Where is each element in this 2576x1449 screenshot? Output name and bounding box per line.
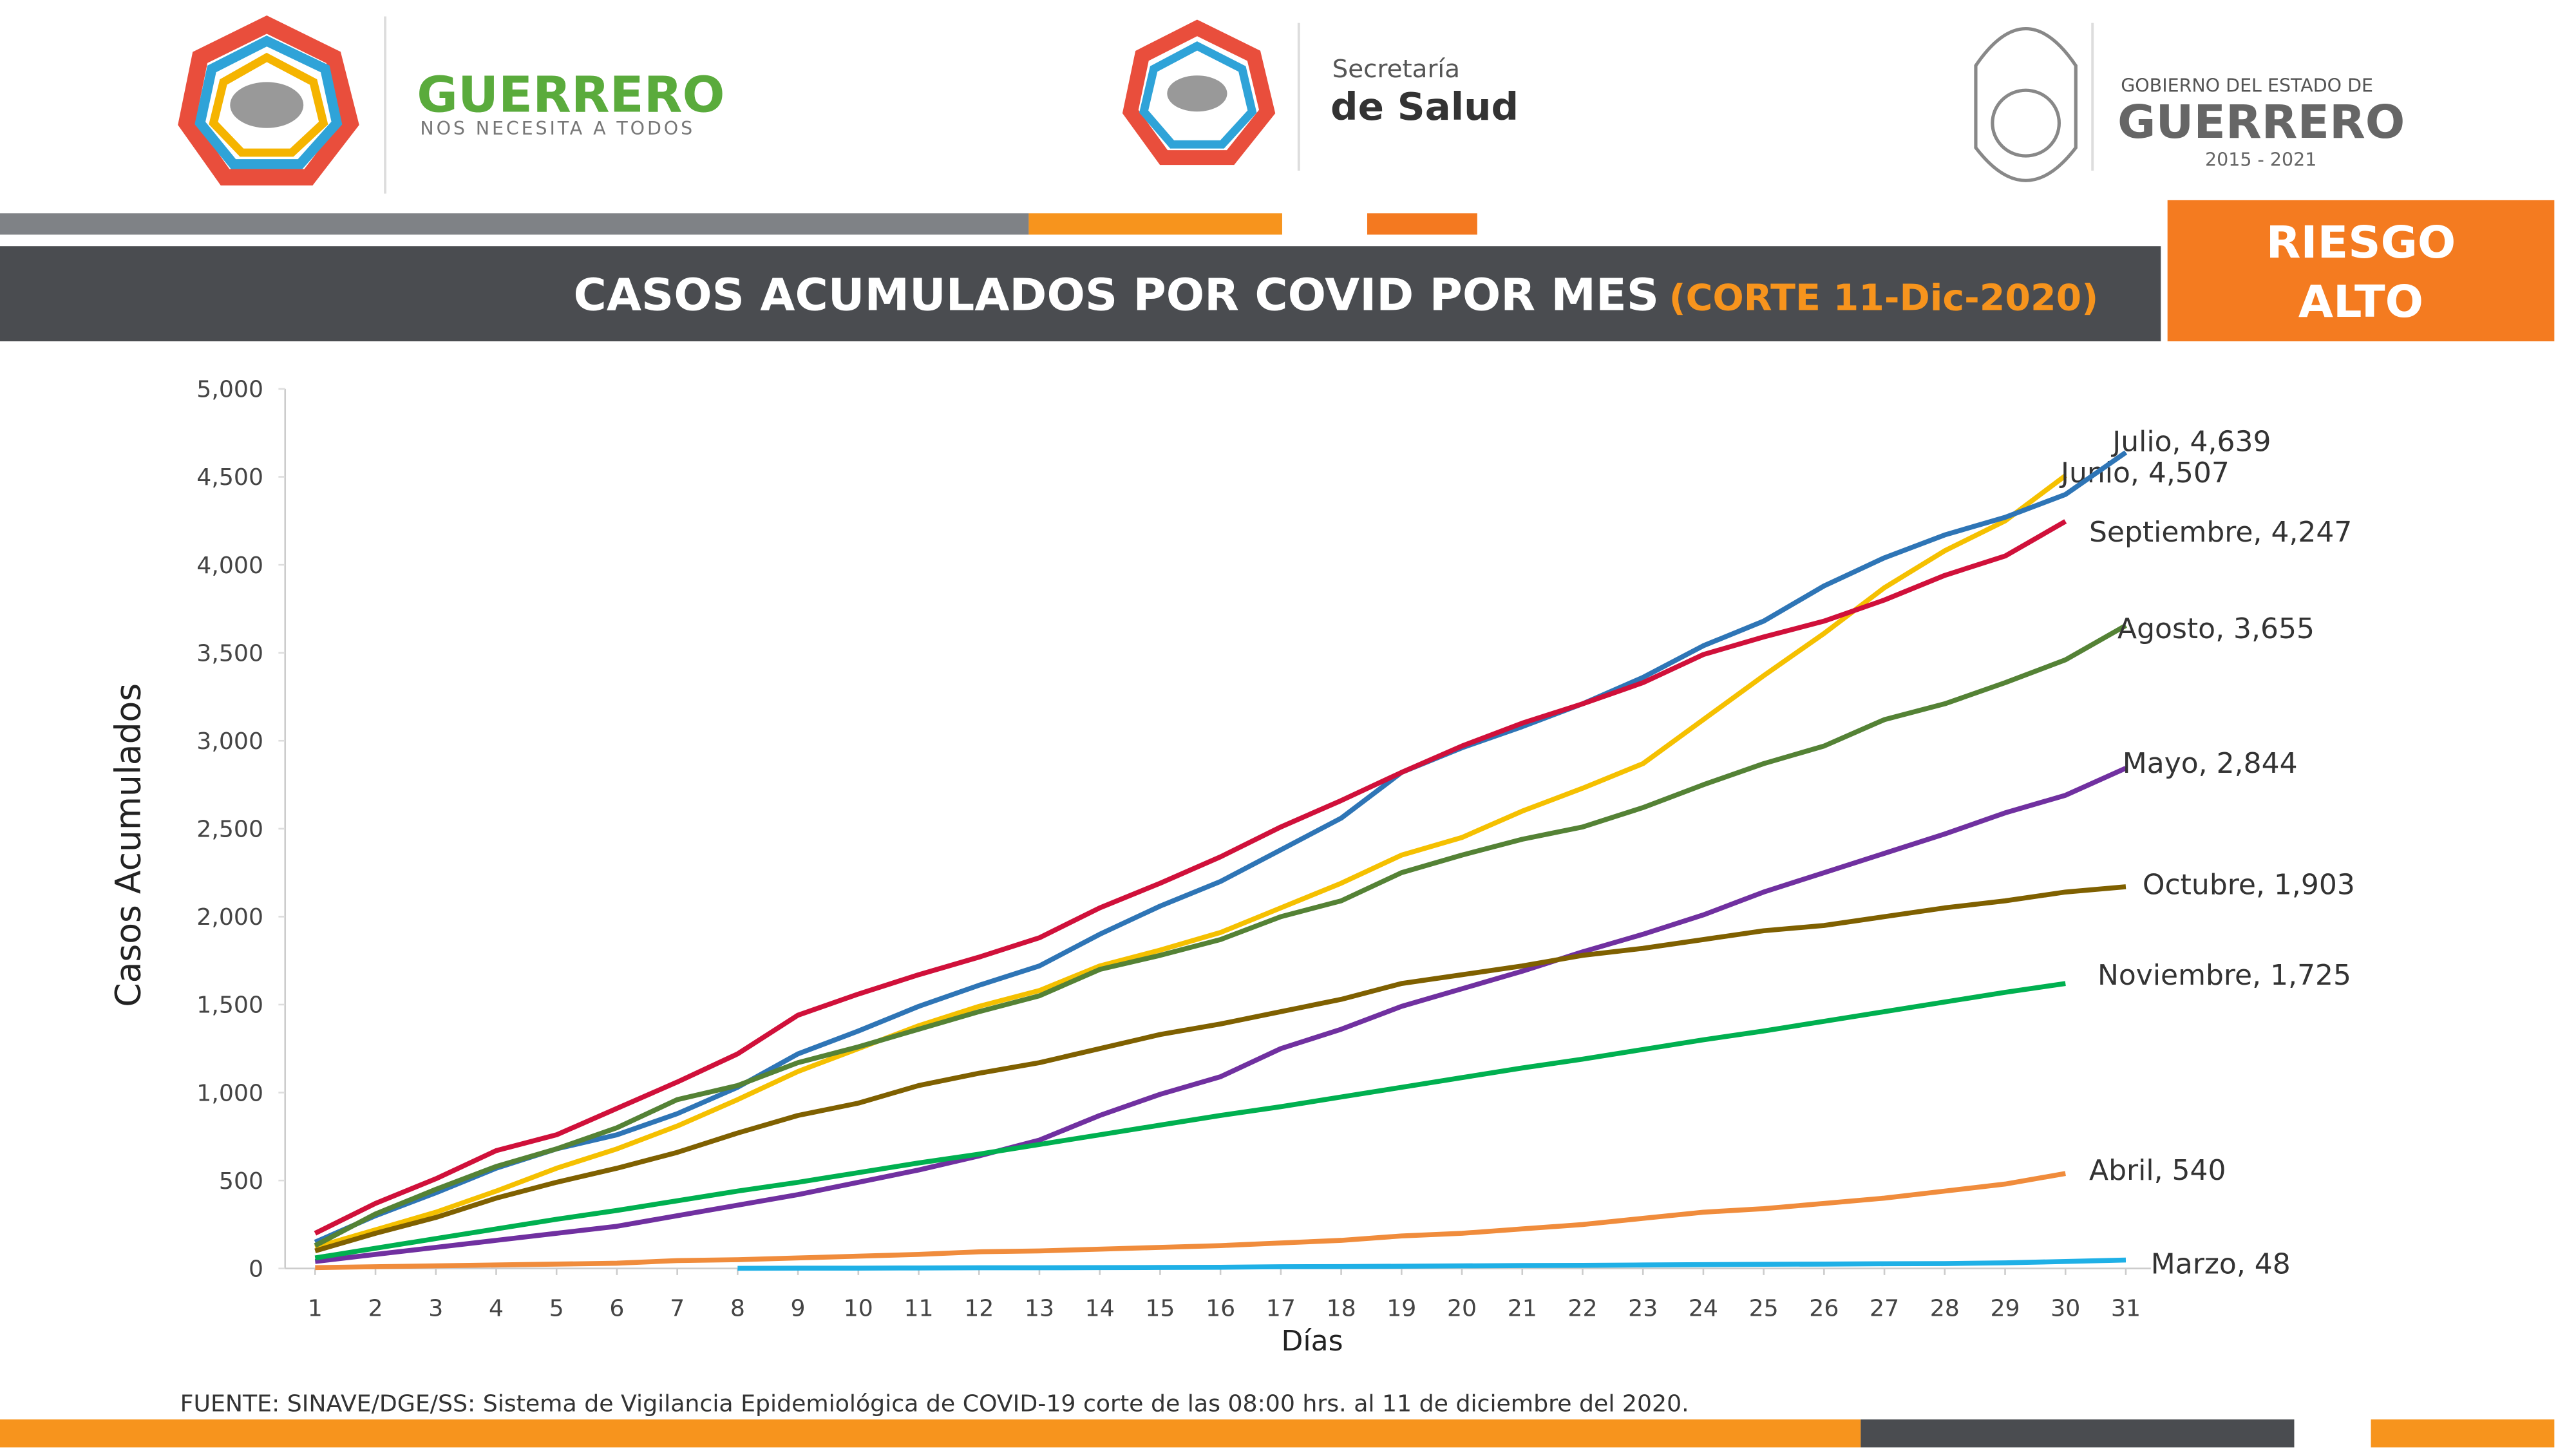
x-tick-label: 27 [1870, 1296, 1899, 1322]
right-logo-line2: GUERRERO [2117, 95, 2405, 149]
guerrero-logo [178, 15, 359, 185]
risk-box [2167, 200, 2555, 342]
series-line [314, 766, 2127, 1264]
y-tick-label: 2,500 [196, 817, 263, 843]
risk-line1: RIESGO [2266, 218, 2456, 269]
decor-bar [0, 1419, 1861, 1448]
series-label: Mayo, 2,844 [2123, 747, 2298, 780]
series-line [314, 623, 2127, 1248]
series-line [314, 450, 2128, 1245]
x-tick-label: 30 [2050, 1296, 2080, 1322]
risk-line2: ALTO [2298, 276, 2423, 327]
y-axis-label: Casos Acumulados [108, 683, 148, 1007]
y-tick-label: 4,500 [196, 464, 263, 491]
decor-bar [1028, 213, 1282, 235]
x-tick-label: 8 [730, 1296, 745, 1322]
series-label: Marzo, 48 [2151, 1248, 2291, 1281]
decor-bar [0, 213, 1029, 235]
x-tick-label: 28 [1930, 1296, 1960, 1322]
x-axis-label: Días [1282, 1325, 1343, 1358]
series-label: Septiembre, 4,247 [2089, 516, 2352, 549]
x-tick-label: 15 [1145, 1296, 1175, 1322]
right-logo-line3: 2015 - 2021 [2205, 149, 2316, 171]
center-logo-line1: Secretaría [1332, 55, 1460, 84]
x-tick-label: 11 [904, 1296, 933, 1322]
decor-bar [1367, 213, 1477, 235]
x-tick-label: 7 [670, 1296, 685, 1322]
x-tick-label: 5 [549, 1296, 564, 1322]
x-tick-label: 12 [964, 1296, 994, 1322]
series-line [314, 473, 2067, 1250]
y-tick-label: 3,000 [196, 728, 263, 755]
left-logo-subtitle: NOS NECESITA A TODOS [420, 118, 695, 139]
y-tick-label: 500 [219, 1168, 263, 1195]
x-tick-label: 1 [308, 1296, 323, 1322]
x-tick-label: 23 [1628, 1296, 1658, 1322]
series-label: Junio, 4,507 [2059, 457, 2230, 489]
x-tick-label: 19 [1387, 1296, 1416, 1322]
left-logo-title: GUERRERO [417, 66, 724, 124]
right-logo-line1: GOBIERNO DEL ESTADO DE [2121, 75, 2373, 97]
y-tick-label: 1,000 [196, 1081, 263, 1107]
y-tick-label: 5,000 [196, 377, 263, 403]
x-tick-label: 3 [428, 1296, 443, 1322]
y-tick-label: 1,500 [196, 992, 263, 1019]
series-label: Noviembre, 1,725 [2098, 959, 2351, 992]
series-label: Abril, 540 [2089, 1154, 2226, 1187]
x-tick-label: 4 [489, 1296, 504, 1322]
series-line [314, 884, 2126, 1254]
decor-bar [2371, 1419, 2555, 1448]
x-tick-label: 18 [1327, 1296, 1356, 1322]
x-tick-label: 14 [1085, 1296, 1115, 1322]
x-tick-label: 17 [1266, 1296, 1296, 1322]
government-seal [1974, 27, 2078, 182]
x-tick-label: 31 [2111, 1296, 2141, 1322]
series-line [314, 981, 2066, 1261]
x-tick-label: 29 [1990, 1296, 2020, 1322]
series-label: Julio, 4,639 [2110, 426, 2271, 459]
salud-logo [1122, 19, 1276, 166]
center-logo-line2: de Salud [1331, 84, 1519, 128]
y-tick-label: 2,000 [196, 904, 263, 931]
x-tick-label: 25 [1749, 1296, 1779, 1322]
y-tick-label: 0 [249, 1256, 263, 1283]
banner-title: CASOS ACUMULADOS POR COVID POR MES [574, 270, 1659, 321]
y-tick-label: 4,000 [196, 553, 263, 579]
banner-subtitle: (CORTE 11-Dic-2020) [1669, 278, 2099, 319]
x-tick-label: 24 [1689, 1296, 1718, 1322]
source-note: FUENTE: SINAVE/DGE/SS: Sistema de Vigila… [180, 1391, 1689, 1417]
x-tick-label: 26 [1809, 1296, 1839, 1322]
y-tick-label: 3,500 [196, 641, 263, 667]
x-tick-label: 20 [1447, 1296, 1477, 1322]
x-tick-label: 9 [791, 1296, 806, 1322]
x-tick-label: 16 [1206, 1296, 1235, 1322]
banner [0, 246, 2161, 342]
x-tick-label: 10 [844, 1296, 873, 1322]
x-tick-label: 21 [1508, 1296, 1537, 1322]
series-line [315, 1171, 2066, 1271]
series-label: Octubre, 1,903 [2143, 869, 2355, 902]
x-tick-label: 13 [1025, 1296, 1054, 1322]
series-line [314, 519, 2067, 1236]
decor-bar [1861, 1419, 2295, 1448]
x-tick-label: 6 [609, 1296, 624, 1322]
series-line [737, 1257, 2126, 1271]
series-label: Agosto, 3,655 [2117, 613, 2315, 646]
x-tick-label: 2 [368, 1296, 383, 1322]
x-tick-label: 22 [1567, 1296, 1597, 1322]
